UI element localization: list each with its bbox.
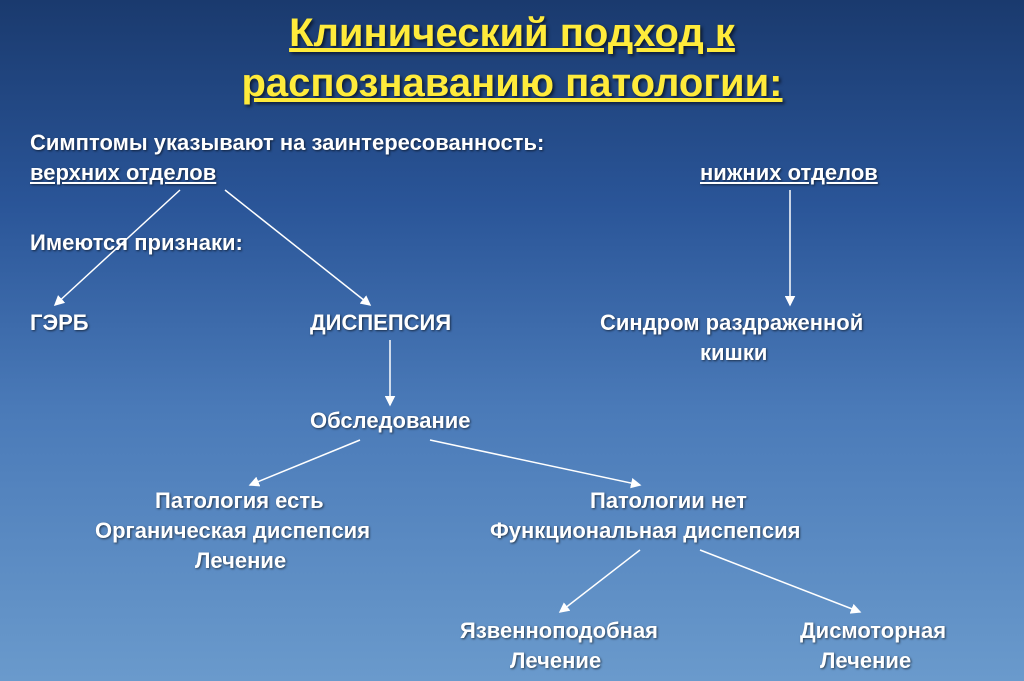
title-line1: Клинический подход к <box>289 11 735 55</box>
edge-exam-path_no <box>430 440 640 485</box>
node-signs_label: Имеются признаки: <box>30 230 243 256</box>
node-path_no: Патологии нет <box>590 488 747 514</box>
edge-functional-ulcer_like <box>560 550 640 612</box>
node-exam: Обследование <box>310 408 471 434</box>
edge-exam-path_yes <box>250 440 360 485</box>
edge-functional-dysmotor <box>700 550 860 612</box>
title-line2: распознаванию патологии: <box>242 61 783 105</box>
node-lower: нижних отделов <box>700 160 878 186</box>
node-path_yes: Патология есть <box>155 488 324 514</box>
node-treat2: Лечение <box>510 648 601 674</box>
node-symptoms_label: Симптомы указывают на заинтересованность… <box>30 130 544 156</box>
edge-upper-dyspepsia <box>225 190 370 305</box>
node-organic: Органическая диспепсия <box>95 518 370 544</box>
node-gerb: ГЭРБ <box>30 310 89 336</box>
node-treat1: Лечение <box>195 548 286 574</box>
node-upper: верхних отделов <box>30 160 216 186</box>
node-ibs1: Синдром раздраженной <box>600 310 863 336</box>
node-dyspepsia: ДИСПЕПСИЯ <box>310 310 451 336</box>
node-dysmotor: Дисмоторная <box>800 618 946 644</box>
slide-title: Клинический подход к распознаванию патол… <box>0 0 1024 108</box>
node-ibs2: кишки <box>700 340 767 366</box>
node-ulcer_like: Язвенноподобная <box>460 618 658 644</box>
node-functional: Функциональная диспепсия <box>490 518 800 544</box>
node-treat3: Лечение <box>820 648 911 674</box>
